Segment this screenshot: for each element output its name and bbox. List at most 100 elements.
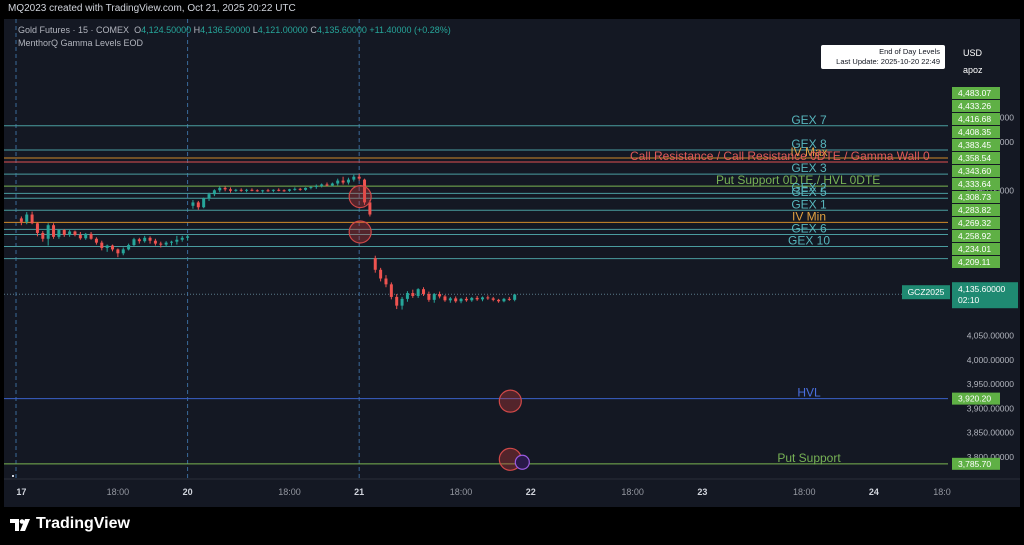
candle-body	[223, 187, 227, 190]
gamma-level-label: GEX 5	[791, 185, 827, 199]
change-value: +11.40000 (+0.28%)	[369, 25, 451, 35]
candle-body	[89, 233, 93, 239]
candle-body	[336, 180, 340, 184]
candle-body	[475, 297, 479, 300]
symbol-tag	[902, 285, 950, 300]
candle-body	[384, 278, 388, 285]
candle-body	[507, 298, 511, 300]
price-tick-label: 4,000.00000	[967, 355, 1015, 365]
candle-body	[68, 231, 72, 235]
high-value: 4,136.50000	[200, 25, 251, 35]
ohlc-legend: Gold Futures · 15 · COMEX O4,124.50000 H…	[18, 25, 451, 35]
candle-body	[170, 241, 173, 243]
eod-title: End of Day Levels	[879, 47, 940, 56]
candle-body	[111, 245, 115, 250]
candle-body	[330, 183, 334, 186]
level-price-tag	[952, 230, 1000, 242]
candle-body	[196, 202, 200, 208]
candle-body	[395, 296, 399, 306]
level-touch-marker	[498, 389, 522, 413]
currency-sub: apoz	[963, 65, 983, 75]
level-touch-marker	[348, 220, 372, 244]
level-price-tag	[952, 178, 1000, 190]
current-price-text: 4,135.60000	[958, 284, 1006, 294]
close-value: 4,135.60000	[316, 25, 367, 35]
gamma-level-label: GEX 8	[791, 137, 827, 151]
eod-levels-box: End of Day Levels Last Update: 2025-10-2…	[821, 45, 945, 69]
level-price-tag-text: 4,258.92	[958, 231, 991, 241]
time-tick-label: 23	[697, 487, 707, 497]
symbol-tag-text: GCZ2025	[908, 287, 945, 297]
candle-body	[239, 189, 243, 191]
tradingview-mark-icon	[10, 518, 32, 531]
candle-body	[62, 230, 66, 235]
candle-body	[100, 242, 104, 248]
level-price-tag	[952, 457, 1000, 470]
low-label: L	[252, 25, 258, 35]
candle-body	[164, 242, 168, 245]
candle-body	[153, 240, 157, 244]
level-price-tag	[952, 392, 1000, 405]
level-price-tag	[952, 100, 1000, 112]
candle-body	[52, 225, 56, 237]
candle-body	[191, 202, 195, 206]
top-caption-bar: MQ2023 created with TradingView.com, Oct…	[0, 0, 1024, 19]
candle-body	[427, 294, 431, 300]
candle-body	[341, 180, 345, 183]
low-value: 4,121.00000	[257, 25, 308, 35]
candle-body	[389, 284, 393, 297]
indicator-name[interactable]: MenthorQ Gamma Levels EOD	[18, 38, 144, 48]
candle-body	[121, 249, 125, 254]
flash-icon	[514, 454, 530, 470]
candle-body	[287, 189, 291, 191]
candle-body	[502, 298, 506, 302]
grid-layer	[15, 19, 360, 479]
close-label: C	[310, 25, 317, 35]
currency-label[interactable]: USD	[963, 48, 983, 58]
level-price-tag-text: 4,408.35	[958, 127, 991, 137]
indicator-legend[interactable]: MenthorQ Gamma Levels EOD	[18, 38, 143, 48]
candle-body	[105, 245, 109, 248]
candle-body	[309, 186, 313, 188]
time-tick-label: 20	[183, 487, 193, 497]
chart-pane[interactable]: GEX 7 GEX 8 IV Max Call Resistance / Call R…	[4, 19, 1020, 507]
candle-body	[497, 299, 501, 302]
level-price-tag	[952, 243, 1000, 255]
candle-body	[432, 294, 436, 300]
candle-body	[234, 189, 238, 191]
candle-body	[57, 230, 61, 237]
level-price-tag-text: 3,785.70	[958, 459, 991, 469]
candle-body	[148, 237, 152, 241]
price-tick-label: 4,050.00000	[967, 331, 1015, 341]
candle-body	[255, 190, 259, 192]
candle-body	[25, 214, 29, 222]
level-price-tag	[952, 139, 1000, 151]
candle-body	[207, 194, 211, 199]
level-price-tag-text: 4,483.07	[958, 88, 991, 98]
candle-body	[470, 297, 474, 301]
time-tick-label: 18:00	[793, 487, 816, 497]
currency-box[interactable]: USD apoz	[956, 41, 1018, 79]
candle-body	[180, 237, 184, 240]
candle-body	[116, 249, 120, 254]
level-price-tag	[952, 152, 1000, 164]
high-label: H	[193, 25, 201, 35]
price-tick-label: 3,800.00000	[967, 452, 1015, 462]
candle-body	[186, 236, 190, 238]
level-price-tag-text: 4,333.64	[958, 179, 991, 189]
candle-body	[481, 297, 484, 300]
candle-body	[159, 243, 163, 245]
candle-body	[250, 189, 254, 191]
candle-body	[357, 176, 361, 179]
time-tick-label: 18:00	[450, 487, 473, 497]
gamma-level-label: IV Min	[792, 209, 826, 223]
time-axis-layer: 17 18:00 20 18:00 21 18:00 22 18:00 23 18:00 24 18:…	[4, 475, 1020, 497]
symbol-label[interactable]: Gold Futures · 15 · COMEX	[18, 25, 130, 35]
gamma-level-label: Put Support	[777, 451, 841, 465]
candle-body	[228, 189, 232, 191]
price-tick-label: 3,950.00000	[967, 379, 1015, 389]
candle-body	[373, 258, 377, 270]
level-price-tag-text: 4,358.54	[958, 153, 991, 163]
